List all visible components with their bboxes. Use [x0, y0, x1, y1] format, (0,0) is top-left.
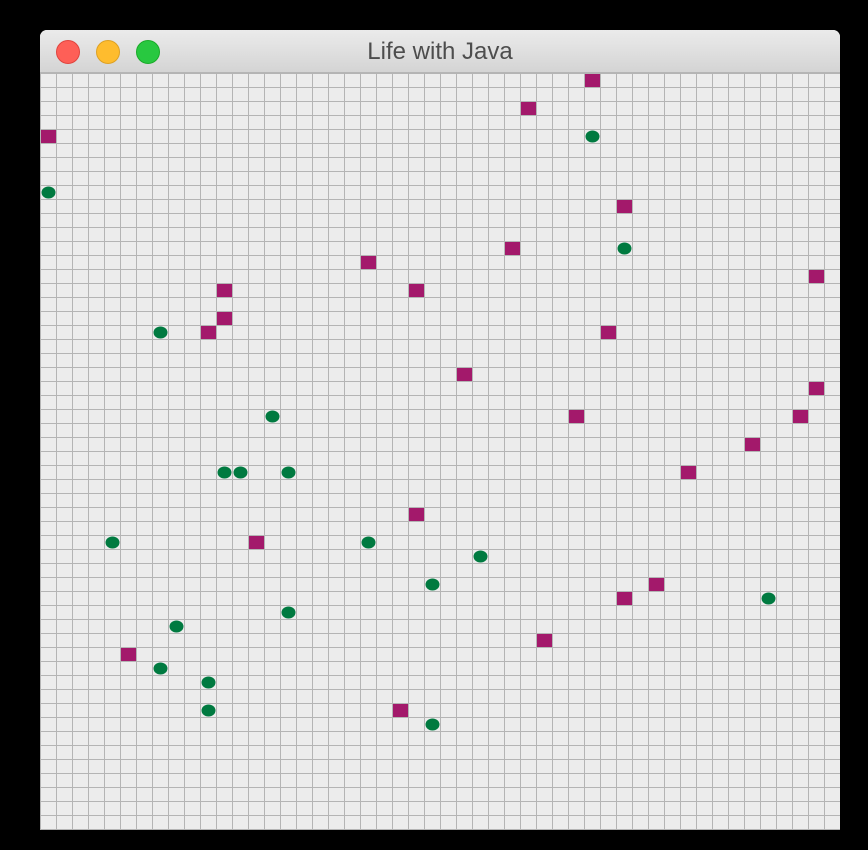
magenta-square-cell[interactable] [809, 270, 824, 283]
magenta-square-cell[interactable] [409, 284, 424, 297]
magenta-square-cell[interactable] [585, 74, 600, 87]
green-round-cell[interactable] [425, 578, 440, 591]
magenta-square-cell[interactable] [793, 410, 808, 423]
green-round-cell[interactable] [761, 592, 776, 605]
magenta-square-cell[interactable] [361, 256, 376, 269]
magenta-square-cell[interactable] [201, 326, 216, 339]
magenta-square-cell[interactable] [617, 200, 632, 213]
magenta-square-cell[interactable] [249, 536, 264, 549]
green-round-cell[interactable] [281, 466, 296, 479]
green-round-cell[interactable] [217, 466, 232, 479]
close-window-button[interactable] [56, 40, 80, 64]
magenta-square-cell[interactable] [617, 592, 632, 605]
green-round-cell[interactable] [425, 718, 440, 731]
green-round-cell[interactable] [201, 704, 216, 717]
magenta-square-cell[interactable] [521, 102, 536, 115]
green-round-cell[interactable] [361, 536, 376, 549]
title-bar[interactable]: Life with Java [40, 30, 840, 73]
green-round-cell[interactable] [265, 410, 280, 423]
green-round-cell[interactable] [281, 606, 296, 619]
green-round-cell[interactable] [201, 676, 216, 689]
magenta-square-cell[interactable] [409, 508, 424, 521]
magenta-square-cell[interactable] [505, 242, 520, 255]
magenta-square-cell[interactable] [393, 704, 408, 717]
magenta-square-cell[interactable] [649, 578, 664, 591]
magenta-square-cell[interactable] [457, 368, 472, 381]
green-round-cell[interactable] [153, 326, 168, 339]
life-board[interactable] [40, 73, 840, 830]
green-round-cell[interactable] [233, 466, 248, 479]
zoom-window-button[interactable] [136, 40, 160, 64]
green-round-cell[interactable] [169, 620, 184, 633]
green-round-cell[interactable] [473, 550, 488, 563]
minimize-window-button[interactable] [96, 40, 120, 64]
magenta-square-cell[interactable] [681, 466, 696, 479]
magenta-square-cell[interactable] [41, 130, 56, 143]
green-round-cell[interactable] [585, 130, 600, 143]
magenta-square-cell[interactable] [121, 648, 136, 661]
magenta-square-cell[interactable] [569, 410, 584, 423]
green-round-cell[interactable] [617, 242, 632, 255]
window-title: Life with Java [367, 38, 513, 65]
app-window: Life with Java [40, 30, 840, 830]
magenta-square-cell[interactable] [217, 312, 232, 325]
magenta-square-cell[interactable] [745, 438, 760, 451]
magenta-square-cell[interactable] [217, 284, 232, 297]
grid-lines [40, 73, 840, 830]
magenta-square-cell[interactable] [809, 382, 824, 395]
life-grid[interactable] [40, 73, 840, 830]
magenta-square-cell[interactable] [537, 634, 552, 647]
green-round-cell[interactable] [105, 536, 120, 549]
green-round-cell[interactable] [41, 186, 56, 199]
magenta-square-cell[interactable] [601, 326, 616, 339]
green-round-cell[interactable] [153, 662, 168, 675]
